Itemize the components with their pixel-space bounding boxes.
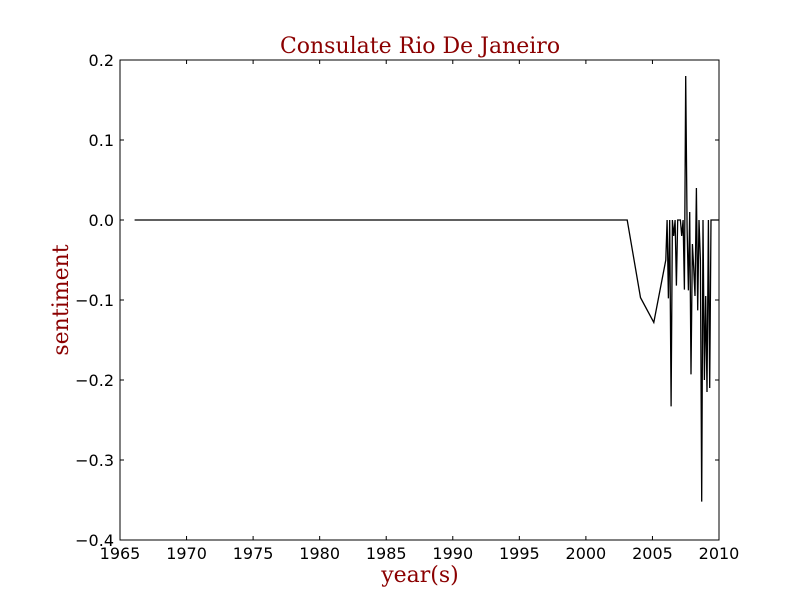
series-layer xyxy=(134,75,719,502)
x-tick-label: 2000 xyxy=(566,544,607,563)
y-tick-label: 0.0 xyxy=(89,211,114,230)
sentiment-series-line xyxy=(134,75,719,502)
x-tick-label: 2005 xyxy=(632,544,673,563)
chart-title: Consulate Rio De Janeiro xyxy=(280,34,560,59)
x-tick-label: 1975 xyxy=(233,544,274,563)
x-tick-label: 1970 xyxy=(166,544,207,563)
x-axis: 1965 1970 1975 1980 1985 1990 1995 2000 2005 2010 xyxy=(100,60,740,563)
y-tick-label: −0.3 xyxy=(75,451,114,470)
x-tick-label: 1995 xyxy=(499,544,540,563)
y-tick-label: −0.4 xyxy=(75,531,114,550)
y-tick-label: 0.2 xyxy=(89,51,114,70)
y-tick-label: −0.1 xyxy=(75,291,114,310)
x-tick-label: 1965 xyxy=(100,544,141,563)
y-axis: −0.4 −0.3 −0.2 −0.1 0.0 0.1 0.2 xyxy=(75,51,719,550)
x-axis-title: year(s) xyxy=(380,563,459,588)
y-tick-label: −0.2 xyxy=(75,371,114,390)
y-axis-title: sentiment xyxy=(49,244,74,355)
y-tick-label: 0.1 xyxy=(89,131,114,150)
x-tick-label: 1990 xyxy=(432,544,473,563)
x-tick-label: 1980 xyxy=(299,544,340,563)
x-tick-label: 1985 xyxy=(366,544,407,563)
x-tick-label: 2010 xyxy=(699,544,740,563)
